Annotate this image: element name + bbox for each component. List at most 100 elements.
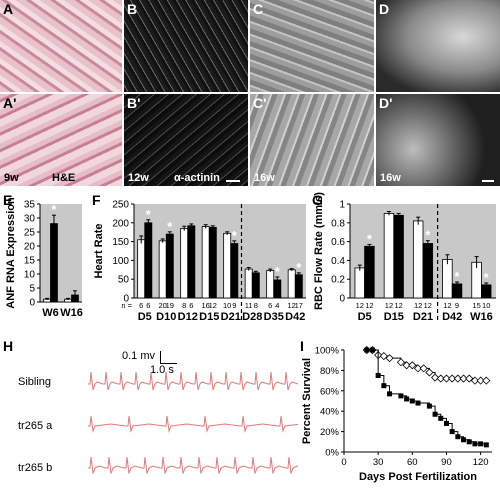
n-prefix: n =	[121, 301, 132, 310]
n-value: 15	[472, 301, 480, 310]
data-point	[483, 442, 489, 448]
bar	[294, 274, 303, 299]
bar	[266, 270, 275, 299]
data-point	[461, 437, 467, 443]
x-tick-label: 120	[473, 457, 489, 468]
n-value: 10	[223, 301, 231, 310]
n-value: 12	[356, 301, 364, 310]
data-point	[470, 376, 479, 385]
x-tick-label: D35	[264, 311, 284, 323]
y-tick-label: 0	[339, 294, 345, 305]
y-tick-label: 0	[123, 294, 129, 305]
panel-i-label: I	[300, 338, 304, 354]
panel-a-stain: H&E	[52, 172, 76, 184]
panel-d-micrograph	[376, 0, 500, 92]
panel-d-prime-micrograph	[376, 94, 500, 186]
x-tick-label: D5	[138, 311, 152, 323]
bar	[230, 243, 239, 299]
data-point	[402, 361, 411, 370]
n-value: 8	[254, 301, 258, 310]
data-point	[478, 441, 484, 447]
data-point	[448, 374, 457, 383]
panel-c-age: 16w	[254, 172, 275, 184]
significance-star: *	[454, 269, 460, 284]
panel-b-micrograph	[124, 0, 248, 92]
bar	[165, 233, 174, 299]
ecg-traces	[88, 371, 298, 474]
y-tick-label: 60%	[320, 386, 340, 397]
y-axis-label: Heart Rate	[93, 223, 105, 278]
x-tick-label: 30	[373, 457, 384, 468]
x-tick-label: D21	[221, 311, 241, 323]
y-tick-label: 100	[112, 256, 129, 267]
data-point	[413, 364, 423, 373]
n-value: 19	[166, 301, 174, 310]
data-point	[472, 441, 478, 447]
panel-a-prime-micrograph	[0, 94, 122, 186]
n-value: 12	[424, 301, 432, 310]
data-point	[369, 347, 375, 353]
significance-star: *	[484, 270, 490, 285]
bar	[144, 222, 153, 299]
data-point	[398, 393, 404, 399]
x-tick-label: D21	[413, 311, 433, 323]
panel-a-prime-label: A'	[3, 95, 17, 111]
panel-h-label: H	[3, 338, 14, 354]
y-tick-label: 10	[24, 270, 36, 281]
y-axis-label: RBC Flow Rate (mm/s)	[313, 192, 325, 310]
x-tick-label: W16	[60, 307, 83, 319]
data-point	[415, 400, 421, 406]
ecg-trace-2	[88, 456, 298, 474]
x-axis-label: Days Post Fertilization	[359, 471, 477, 483]
bar	[50, 223, 58, 303]
x-tick-label: D42	[442, 311, 462, 323]
ecg-scale-bar	[160, 351, 177, 364]
y-tick-label: 150	[112, 237, 129, 248]
x-tick-label: D15	[384, 311, 404, 323]
x-tick-label: D5	[358, 311, 372, 323]
significance-star: *	[167, 219, 173, 234]
e-plot-area	[40, 204, 82, 302]
significance-star: *	[146, 207, 152, 222]
bar	[180, 228, 189, 299]
ecg-trace-1	[88, 415, 298, 433]
y-tick-label: 0	[29, 298, 35, 309]
n-value: 6	[268, 301, 272, 310]
data-point	[432, 411, 438, 417]
bar	[251, 272, 260, 299]
n-value: 6	[139, 301, 143, 310]
ecg-label-sibling: Sibling	[18, 376, 52, 388]
y-tick-label: 0.8	[331, 218, 345, 229]
bar	[208, 226, 217, 299]
bar	[393, 214, 404, 299]
data-point	[438, 415, 444, 421]
data-point	[436, 374, 445, 383]
data-point	[387, 391, 393, 397]
data-point	[409, 398, 415, 404]
n-value: 12	[414, 301, 422, 310]
x-tick-label: 0	[341, 457, 346, 468]
n-value: 8	[182, 301, 186, 310]
ecg-scale-s: 1.0 s	[150, 364, 174, 376]
survival-line	[366, 349, 487, 445]
bar	[480, 284, 492, 299]
bar	[442, 259, 453, 299]
n-value: 16	[202, 301, 210, 310]
n-value: 17	[295, 301, 303, 310]
significance-star: *	[296, 260, 302, 275]
data-point	[404, 396, 410, 402]
data-point	[466, 439, 472, 445]
panel-d-scale-bar	[482, 180, 494, 182]
bar	[412, 220, 424, 299]
y-tick-label: 30	[24, 214, 36, 225]
significance-star: *	[51, 202, 57, 217]
data-point	[408, 361, 417, 370]
significance-star: *	[275, 264, 281, 279]
n-value: 4	[275, 301, 279, 310]
panel-a-micrograph	[0, 0, 122, 92]
data-point	[364, 347, 370, 353]
y-tick-label: 40%	[320, 407, 340, 418]
y-tick-label: 0%	[325, 448, 339, 459]
x-tick-label: W6	[42, 307, 59, 319]
